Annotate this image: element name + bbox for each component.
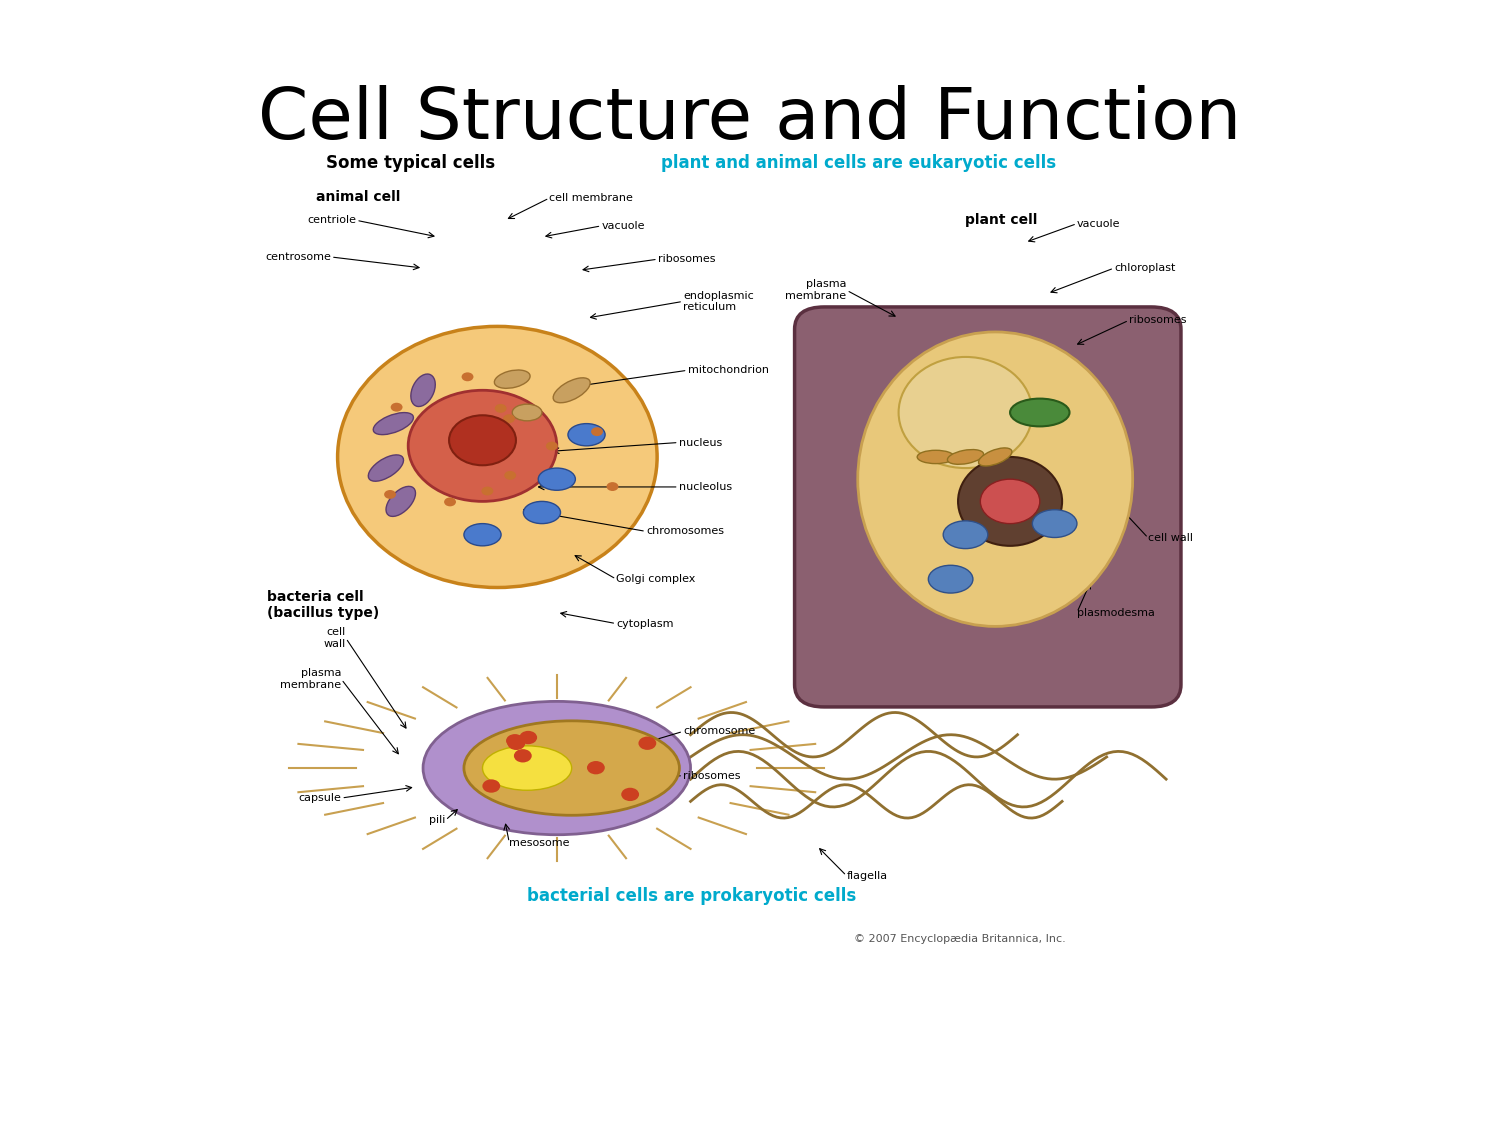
Ellipse shape — [369, 455, 404, 482]
Circle shape — [586, 760, 604, 774]
Circle shape — [483, 780, 500, 793]
Ellipse shape — [948, 450, 984, 465]
Ellipse shape — [858, 332, 1132, 627]
Ellipse shape — [958, 457, 1062, 546]
Text: cell wall: cell wall — [1149, 533, 1194, 543]
Circle shape — [444, 497, 456, 506]
Ellipse shape — [464, 523, 501, 546]
Text: cell membrane: cell membrane — [549, 193, 633, 202]
Text: plant and animal cells are eukaryotic cells: plant and animal cells are eukaryotic ce… — [662, 154, 1056, 172]
Ellipse shape — [1032, 510, 1077, 538]
Text: centrosome: centrosome — [266, 252, 332, 262]
Circle shape — [591, 428, 603, 436]
FancyBboxPatch shape — [795, 307, 1180, 706]
Ellipse shape — [408, 390, 556, 502]
Circle shape — [639, 737, 657, 750]
Circle shape — [514, 749, 531, 763]
Ellipse shape — [386, 486, 416, 516]
Ellipse shape — [1010, 398, 1070, 426]
Text: vacuole: vacuole — [602, 220, 645, 231]
Text: mitochondrion: mitochondrion — [687, 366, 768, 376]
Circle shape — [546, 442, 558, 450]
Text: chromosomes: chromosomes — [646, 526, 724, 537]
Ellipse shape — [483, 746, 572, 790]
Circle shape — [519, 731, 537, 744]
Text: © 2007 Encyclopædia Britannica, Inc.: © 2007 Encyclopædia Britannica, Inc. — [853, 935, 1066, 945]
Ellipse shape — [411, 374, 435, 406]
Ellipse shape — [981, 479, 1040, 523]
Text: plasma
membrane: plasma membrane — [786, 279, 846, 302]
Text: Cell Structure and Function: Cell Structure and Function — [258, 84, 1242, 154]
Circle shape — [504, 471, 516, 480]
Text: nucleolus: nucleolus — [678, 482, 732, 492]
Ellipse shape — [916, 450, 954, 463]
Text: bacterial cells are prokaryotic cells: bacterial cells are prokaryotic cells — [526, 888, 856, 906]
Circle shape — [506, 735, 524, 747]
Ellipse shape — [928, 565, 974, 593]
Text: ribosomes: ribosomes — [658, 254, 716, 264]
Text: animal cell: animal cell — [316, 190, 400, 205]
Text: plasmodesma: plasmodesma — [1077, 608, 1155, 618]
Text: pili: pili — [429, 816, 445, 826]
Ellipse shape — [524, 502, 561, 523]
Text: nucleus: nucleus — [678, 438, 722, 448]
Text: mesosome: mesosome — [510, 837, 570, 847]
Text: endoplasmic
reticulum: endoplasmic reticulum — [682, 290, 754, 313]
Text: vacuole: vacuole — [1077, 218, 1120, 228]
Text: ribosomes: ribosomes — [682, 771, 741, 781]
Text: plant cell: plant cell — [966, 213, 1038, 226]
Circle shape — [384, 490, 396, 498]
Ellipse shape — [568, 424, 604, 446]
Ellipse shape — [512, 404, 542, 421]
Text: flagella: flagella — [846, 871, 888, 881]
Text: centriole: centriole — [308, 215, 356, 225]
Ellipse shape — [448, 415, 516, 466]
Ellipse shape — [898, 357, 1032, 468]
Circle shape — [606, 483, 618, 490]
Ellipse shape — [423, 701, 690, 835]
Circle shape — [503, 414, 515, 423]
Ellipse shape — [944, 521, 988, 549]
Text: chromosome: chromosome — [682, 727, 756, 737]
Text: plasma
membrane: plasma membrane — [280, 668, 342, 690]
Ellipse shape — [554, 378, 590, 403]
Text: chloroplast: chloroplast — [1114, 263, 1176, 273]
Text: cytoplasm: cytoplasm — [616, 619, 674, 629]
Text: Golgi complex: Golgi complex — [616, 574, 696, 584]
Text: ribosomes: ribosomes — [1130, 315, 1186, 325]
Circle shape — [621, 788, 639, 801]
Ellipse shape — [538, 468, 576, 490]
Ellipse shape — [495, 370, 530, 388]
Circle shape — [507, 737, 525, 750]
Ellipse shape — [978, 448, 1012, 466]
Ellipse shape — [464, 721, 680, 816]
Ellipse shape — [338, 326, 657, 587]
Circle shape — [462, 372, 474, 381]
Circle shape — [495, 404, 507, 413]
Text: capsule: capsule — [298, 793, 342, 803]
Circle shape — [390, 403, 402, 412]
Text: Some typical cells: Some typical cells — [327, 154, 495, 172]
Circle shape — [482, 487, 494, 495]
Text: bacteria cell
(bacillus type): bacteria cell (bacillus type) — [267, 591, 380, 621]
Ellipse shape — [374, 413, 414, 434]
Text: cell
wall: cell wall — [324, 628, 346, 649]
